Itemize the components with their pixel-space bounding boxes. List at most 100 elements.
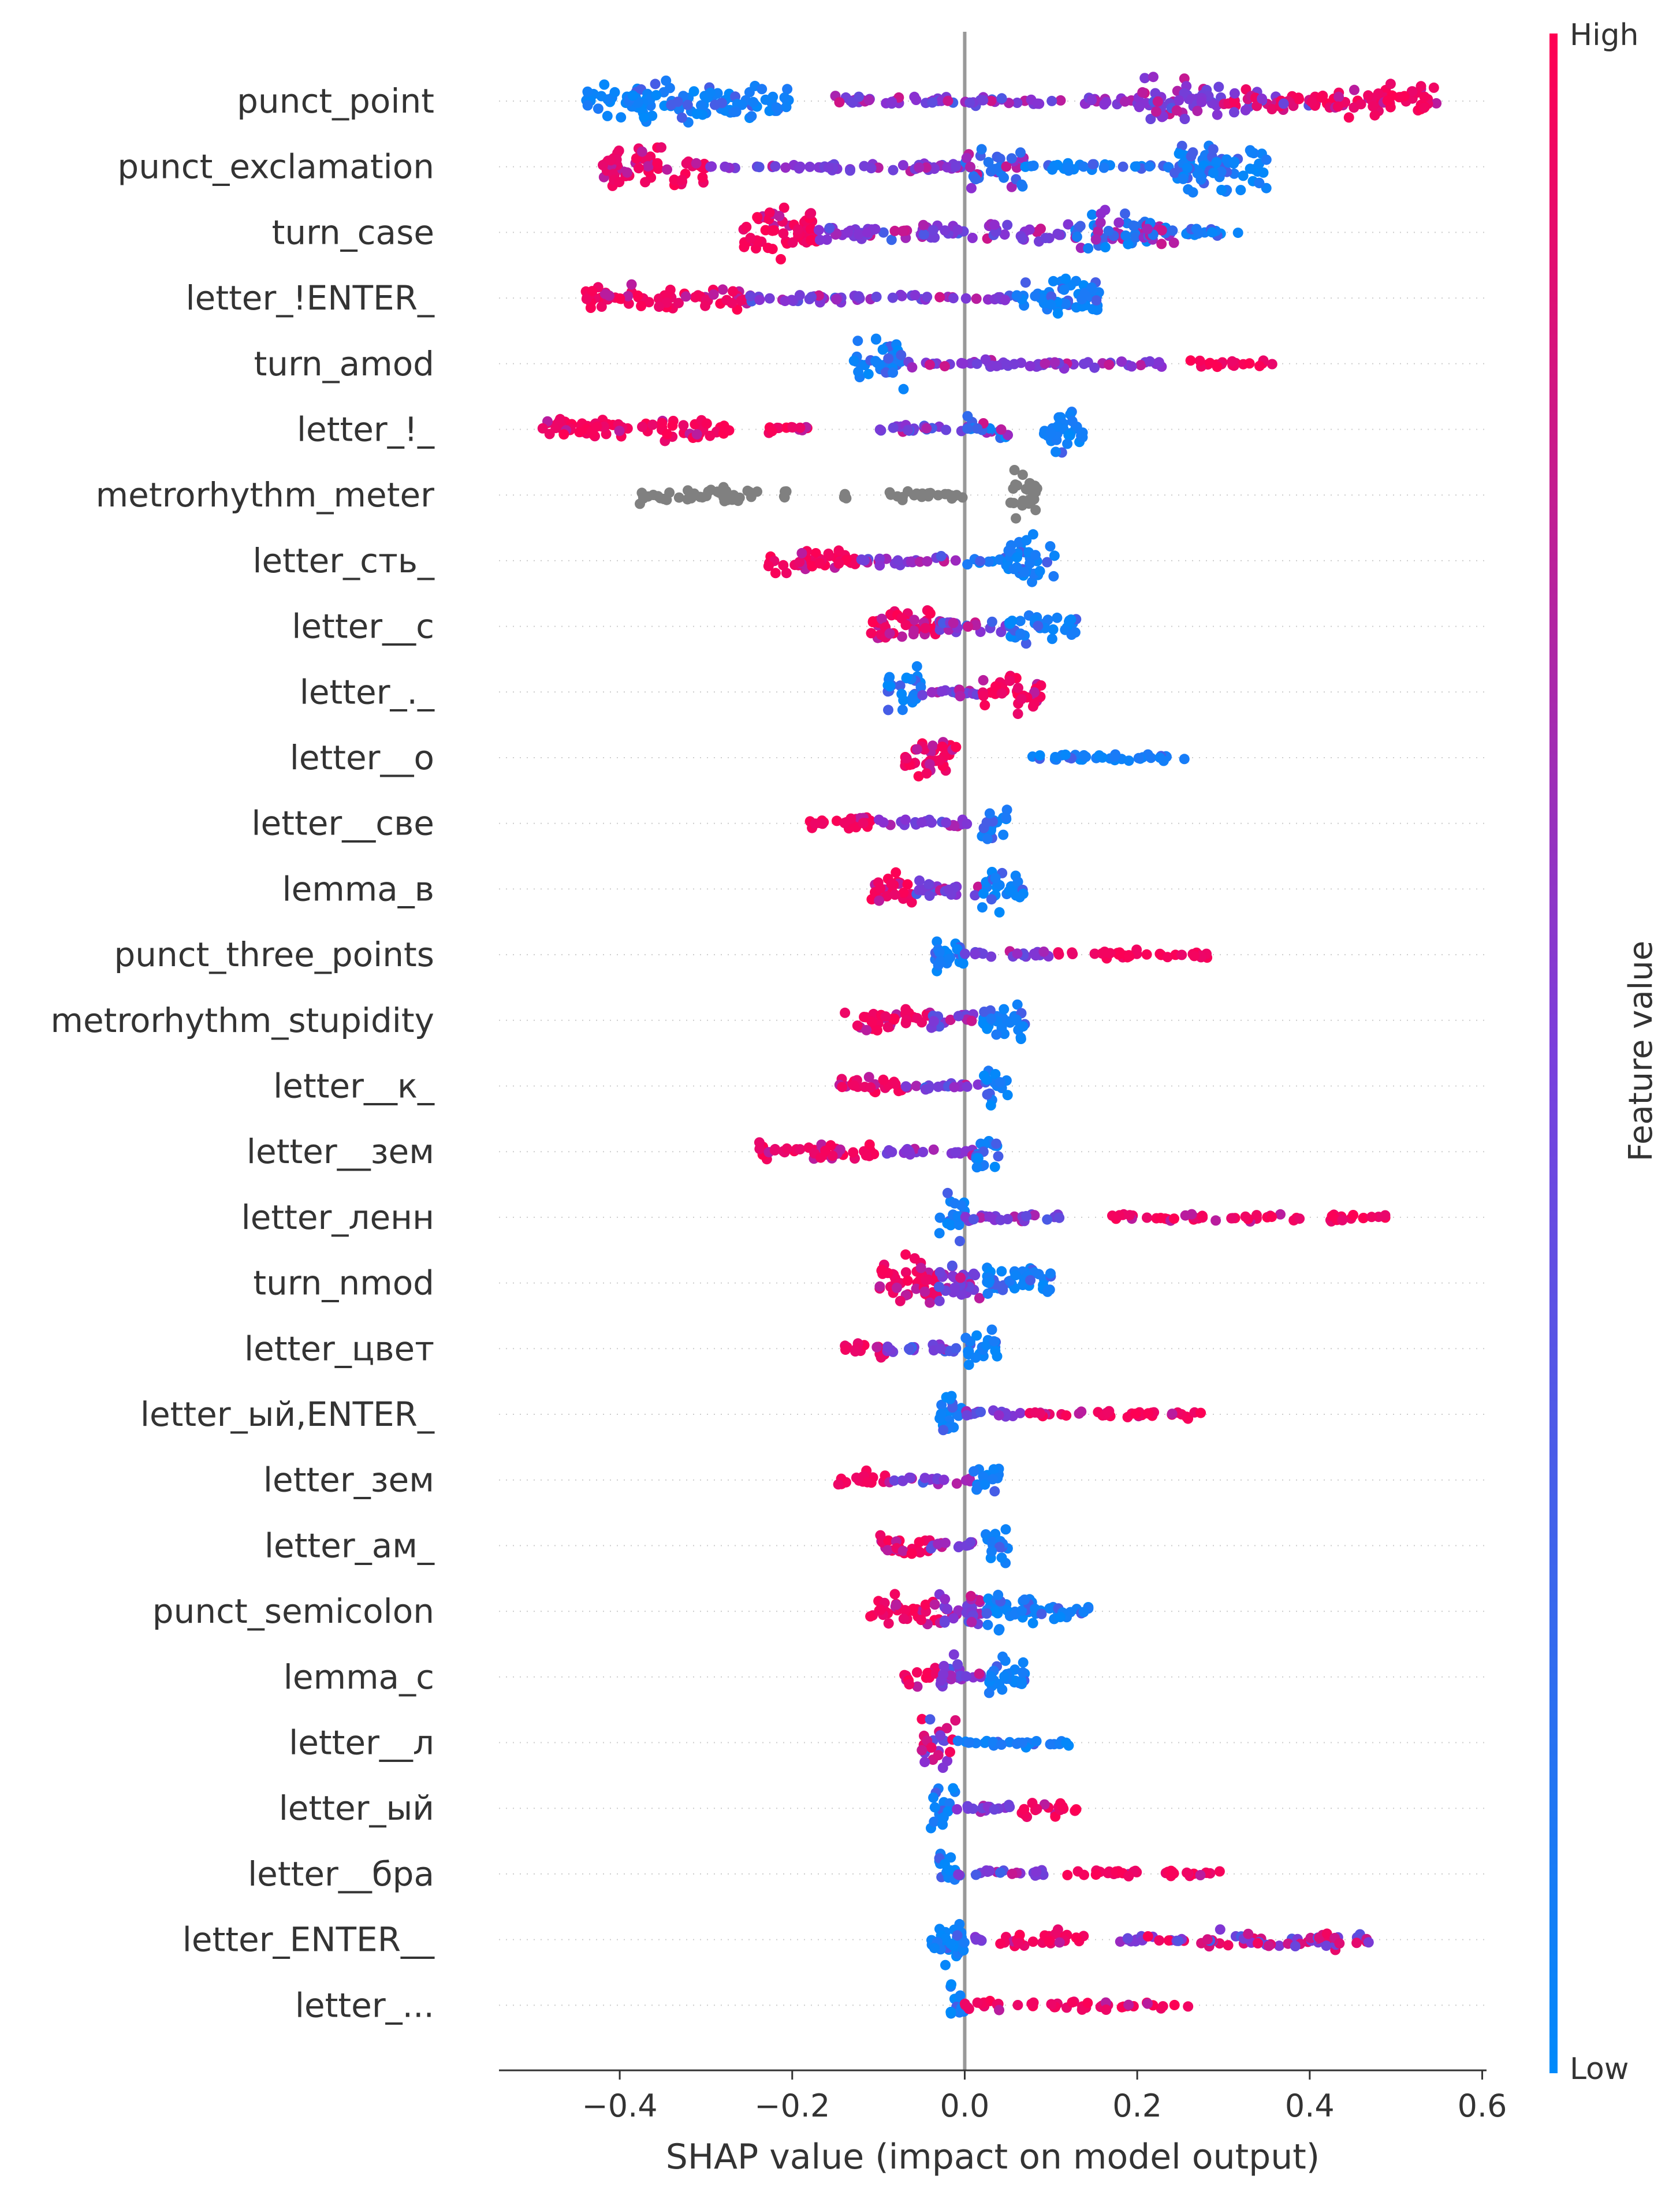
shap-point	[1337, 1214, 1348, 1225]
shap-point	[998, 829, 1009, 840]
shap-point	[787, 237, 798, 248]
feature-label: letter_ENTER__	[182, 1920, 435, 1959]
shap-point	[642, 161, 653, 172]
shap-point	[925, 608, 936, 619]
shap-point	[990, 1069, 1001, 1079]
shap-point	[1208, 144, 1219, 155]
shap-point	[1143, 1408, 1153, 1419]
shap-point	[537, 423, 548, 434]
shap-point	[895, 1295, 906, 1306]
shap-point	[999, 1671, 1010, 1682]
shap-point	[876, 613, 887, 624]
shap-point	[971, 1162, 982, 1173]
x-tick-label: 0.2	[1112, 2088, 1162, 2124]
shap-point	[1246, 147, 1257, 158]
shap-point	[850, 1346, 861, 1357]
shap-point	[954, 1918, 965, 1929]
feature-label: metrorhythm_meter	[96, 475, 434, 515]
shap-point	[781, 1143, 792, 1154]
shap-point	[960, 293, 971, 304]
shap-point	[1293, 92, 1304, 103]
feature-row-points	[834, 1065, 1013, 1111]
shap-point	[944, 1865, 955, 1876]
shap-point	[602, 110, 613, 121]
shap-point	[934, 292, 945, 303]
shap-point	[948, 1783, 959, 1794]
shap-point	[877, 1264, 888, 1275]
shap-point	[1254, 178, 1265, 189]
shap-point	[949, 821, 960, 831]
shap-point	[1087, 159, 1098, 170]
shap-point	[978, 95, 989, 106]
shap-point	[678, 420, 689, 431]
shap-point	[891, 1599, 902, 1610]
shap-point	[637, 422, 647, 432]
shap-point	[689, 488, 700, 499]
shap-point	[874, 424, 885, 435]
shap-point	[703, 486, 714, 497]
shap-point	[1055, 1612, 1066, 1623]
shap-point	[878, 1074, 889, 1085]
shap-point	[587, 286, 598, 297]
shap-point	[852, 336, 863, 347]
shap-point	[999, 229, 1010, 240]
shap-point	[962, 1081, 973, 1092]
shap-point	[596, 91, 607, 102]
shap-point	[1206, 227, 1217, 238]
shap-point	[952, 944, 963, 955]
feature-label: letter_...	[295, 1985, 434, 2025]
shap-point	[847, 97, 858, 108]
shap-point	[1205, 357, 1216, 368]
shap-point	[691, 429, 702, 440]
shap-point	[902, 879, 913, 890]
shap-point	[853, 229, 864, 240]
shap-point	[1123, 755, 1134, 766]
shap-point	[1012, 552, 1022, 563]
shap-point	[865, 1611, 876, 1622]
shap-point	[1087, 209, 1097, 220]
shap-point	[945, 2006, 956, 2017]
shap-point	[886, 96, 897, 107]
shap-point	[1083, 243, 1094, 254]
shap-point	[1101, 2005, 1112, 2015]
shap-point	[1428, 82, 1439, 93]
shap-point	[1167, 225, 1178, 236]
shap-point	[1042, 1286, 1053, 1297]
shap-point	[907, 693, 918, 704]
colorbar-title: Feature value	[1622, 941, 1660, 1161]
shap-point	[948, 1613, 959, 1624]
shap-point	[895, 680, 906, 691]
feature-row-points	[848, 333, 1277, 394]
shap-point	[1351, 1938, 1362, 1948]
shap-point	[823, 162, 834, 173]
shap-point	[1034, 566, 1045, 576]
shap-point	[937, 1763, 948, 1773]
shap-point	[1015, 1034, 1026, 1044]
shap-point	[934, 947, 945, 957]
shap-point	[1216, 185, 1227, 195]
shap-point	[1208, 167, 1219, 178]
shap-point	[983, 1277, 994, 1288]
shap-point	[1067, 949, 1078, 959]
shap-point	[1055, 95, 1066, 106]
shap-point	[544, 429, 555, 439]
shap-point	[958, 958, 968, 969]
shap-point	[986, 1546, 997, 1557]
shap-point	[927, 740, 938, 751]
shap-point	[1195, 1407, 1206, 1418]
shap-point	[754, 295, 765, 305]
shap-point	[972, 1997, 983, 2008]
shap-point	[911, 1081, 922, 1091]
feature-row-points	[840, 1324, 1003, 1370]
shap-point	[848, 1147, 859, 1158]
feature-row-points	[581, 72, 1442, 128]
shap-point	[1027, 529, 1038, 540]
shap-point	[902, 486, 913, 497]
shap-point	[806, 292, 817, 303]
shap-point	[1133, 752, 1144, 763]
shap-point	[909, 91, 920, 102]
feature-label: turn_case	[272, 213, 434, 252]
shap-point	[871, 292, 882, 302]
shap-point	[1029, 948, 1040, 959]
shap-point	[922, 556, 933, 567]
